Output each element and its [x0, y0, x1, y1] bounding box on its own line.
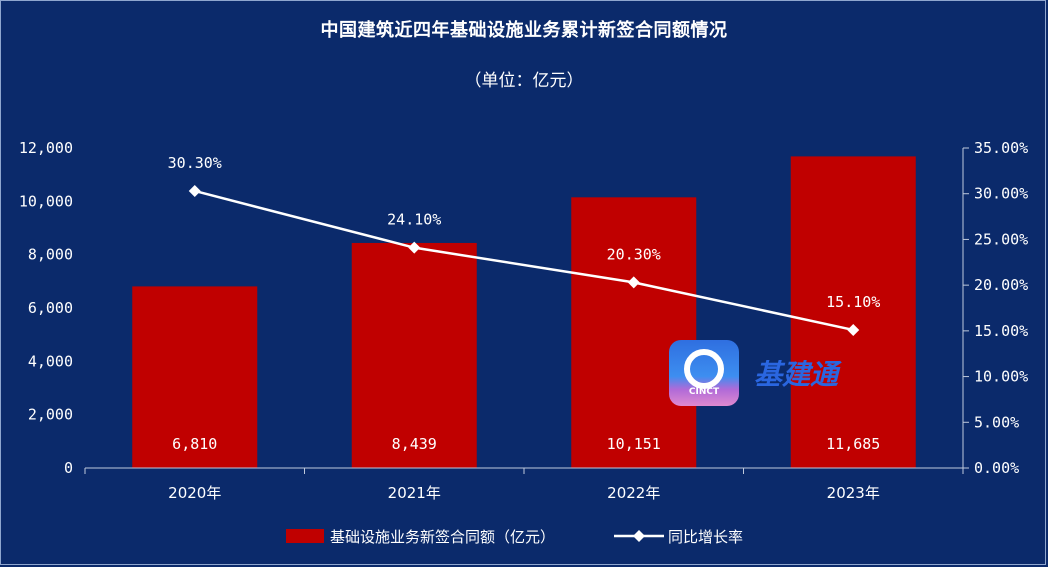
data-labels: 6,810 8,439 10,151 11,685 30.30% 24.10% 20.30%… — [168, 154, 881, 453]
growth-line — [194, 189, 854, 332]
y-right-tick-label-1: 5.00% — [974, 413, 1019, 431]
y-left-tick-label-4: 8,000 — [28, 246, 73, 264]
x-tick-label-1: 2021年 — [388, 484, 441, 502]
chart-title: 中国建筑近四年基础设施业务累计新签合同额情况 — [320, 20, 728, 41]
y-right-tick-label-4: 20.00% — [974, 276, 1028, 294]
growth-point-2 — [627, 276, 640, 289]
logo-badge-icon — [669, 340, 739, 406]
legend-bar-label: 基础设施业务新签合同额（亿元） — [330, 528, 555, 546]
logo-text: CINCT — [689, 387, 720, 397]
axes: 2020年 2021年 2022年 2023年 0 2,000 4,000 6,000 8,00… — [19, 139, 1028, 502]
growth-value-label-1: 24.10% — [387, 211, 441, 229]
watermark-name: 基建通 — [754, 358, 842, 391]
x-tick-label-3: 2023年 — [827, 484, 880, 502]
bar-0 — [132, 286, 258, 468]
x-tick-label-2: 2022年 — [607, 484, 660, 502]
y-right-tick-label-0: 0.00% — [974, 459, 1019, 477]
bar-2 — [571, 197, 697, 468]
y-left-tick-label-6: 12,000 — [19, 139, 73, 157]
bar-series — [132, 156, 916, 468]
growth-value-label-2: 20.30% — [607, 245, 661, 263]
bar-3 — [790, 156, 916, 468]
legend-diamond-icon — [633, 530, 645, 542]
y-left-tick-label-2: 4,000 — [28, 352, 73, 370]
bar-1 — [351, 242, 477, 468]
growth-point-1 — [408, 241, 421, 254]
growth-point-0 — [188, 184, 201, 197]
bar-value-label-1: 8,439 — [392, 435, 437, 453]
growth-value-label-0: 30.30% — [168, 154, 222, 172]
y-left-tick-label-0: 0 — [64, 459, 73, 477]
y-right-tick-label-5: 25.00% — [974, 230, 1028, 248]
logo-ring-icon — [684, 349, 724, 389]
legend-line-label: 同比增长率 — [668, 528, 743, 546]
y-right-tick-label-6: 30.00% — [974, 185, 1028, 203]
y-left-tick-label-5: 10,000 — [19, 192, 73, 210]
y-right-tick-label-7: 35.00% — [974, 139, 1028, 157]
legend-bar-swatch — [286, 529, 324, 543]
x-tick-label-0: 2020年 — [168, 484, 221, 502]
growth-point-3 — [847, 323, 860, 336]
bar-value-label-3: 11,685 — [826, 435, 880, 453]
bar-value-label-2: 10,151 — [607, 435, 661, 453]
growth-value-label-3: 15.10% — [826, 293, 880, 311]
watermark-logo: CINCT — [669, 340, 739, 406]
bar-value-label-0: 6,810 — [172, 435, 217, 453]
y-left-tick-label-1: 2,000 — [28, 406, 73, 424]
legend: 基础设施业务新签合同额（亿元） 同比增长率 — [286, 528, 743, 546]
y-right-tick-label-2: 10.00% — [974, 368, 1028, 386]
y-right-tick-label-3: 15.00% — [974, 322, 1028, 340]
growth-line-series — [188, 184, 860, 336]
chart-subtitle: （单位：亿元） — [464, 71, 584, 91]
y-left-tick-label-3: 6,000 — [28, 299, 73, 317]
